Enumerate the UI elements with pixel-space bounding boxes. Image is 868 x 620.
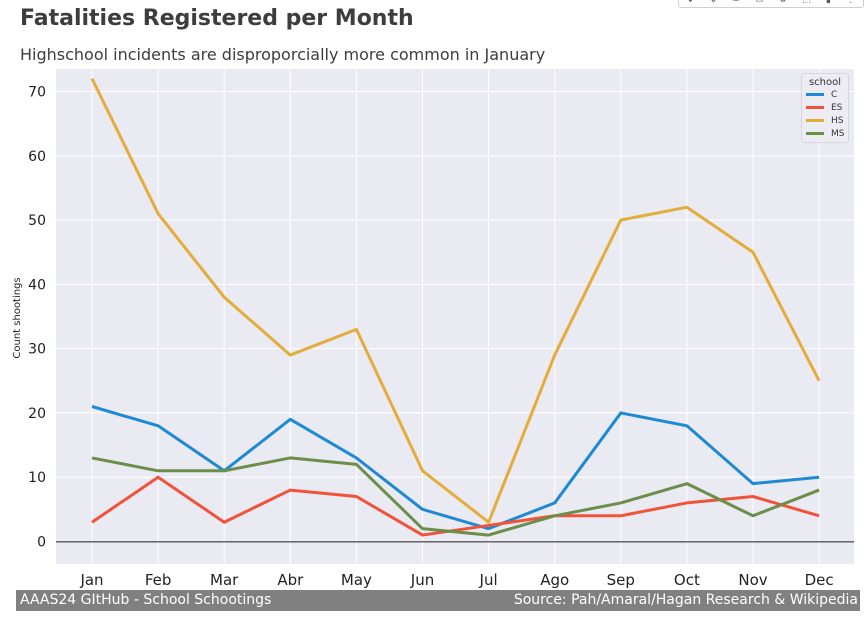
x-tick-label: Jun	[410, 571, 434, 589]
legend-item-hs: HS	[802, 114, 848, 127]
y-tick-label: 0	[37, 535, 46, 551]
settings-icon[interactable]: ⚙	[778, 0, 787, 5]
y-tick-labels: 0 10 20 30 40 50 60 70	[28, 85, 46, 551]
x-tick-label: Mar	[210, 571, 239, 589]
x-tick-label: Jul	[479, 571, 498, 589]
legend-item-es: ES	[802, 101, 848, 114]
footer-bar: AAAS24 GItHub - School Schootings Source…	[16, 590, 860, 611]
chart-subtitle: Highschool incidents are disproporcially…	[20, 45, 546, 64]
x-tick-label: Nov	[738, 571, 767, 589]
legend-label: C	[831, 89, 838, 100]
y-axis-label: Count shootings	[12, 277, 23, 358]
y-tick-label: 20	[28, 406, 46, 422]
legend-item-c: C	[802, 88, 848, 101]
y-tick-label: 50	[28, 213, 46, 229]
x-tick-label: Sep	[607, 571, 635, 589]
legend-label: MS	[831, 128, 845, 139]
legend-title: school	[808, 77, 842, 88]
legend-swatch	[806, 119, 824, 122]
y-tick-label: 60	[28, 149, 46, 165]
x-tick-label: May	[341, 571, 372, 589]
zoom-icon[interactable]: ⇕	[709, 0, 718, 5]
delete-icon[interactable]: ▮	[826, 0, 831, 5]
x-tick-label: Dec	[805, 571, 834, 589]
footer-left-text: AAAS24 GItHub - School Schootings	[20, 592, 272, 608]
legend-label: ES	[831, 102, 843, 113]
y-tick-label: 70	[28, 85, 46, 101]
legend-swatch	[806, 93, 824, 96]
pan-icon[interactable]: ✥	[686, 0, 695, 5]
legend-swatch	[806, 132, 824, 135]
series-line-hs	[90, 77, 821, 524]
x-tick-label: Oct	[674, 571, 700, 589]
chart-legend: school C ES HS MS	[801, 73, 849, 143]
y-tick-label: 10	[28, 470, 46, 486]
plot-area	[56, 69, 854, 564]
y-tick-label: 40	[28, 277, 46, 293]
plot-toolbar: ✥ ⇕ ∞ ▭ ⚙ ⬚ ▮ ⋮	[678, 0, 864, 8]
y-tick-label: 30	[28, 342, 46, 358]
link-icon[interactable]: ∞	[732, 0, 740, 5]
series-line-ms	[91, 456, 820, 537]
series-line-es	[91, 475, 820, 537]
footer-source-text: Source: Pah/Amaral/Hagan Research & Wiki…	[513, 592, 858, 608]
x-tick-label: Feb	[145, 571, 172, 589]
more-icon[interactable]: ⋮	[846, 0, 856, 5]
x-tick-labels: Jan Feb Mar Abr May Jun Jul Ago Sep Oct Nov Dec	[79, 571, 833, 589]
legend-swatch	[806, 106, 824, 109]
x-tick-label: Abr	[277, 571, 304, 589]
comment-icon[interactable]: ▭	[755, 0, 764, 5]
legend-item-ms: MS	[802, 127, 848, 140]
legend-label: HS	[831, 115, 844, 126]
x-tick-label: Ago	[540, 571, 569, 589]
download-icon[interactable]: ⬚	[802, 0, 811, 5]
series-line-c	[91, 405, 820, 531]
x-tick-label: Jan	[79, 571, 103, 589]
chart-title: Fatalities Registered per Month	[20, 6, 414, 31]
series-lines	[90, 77, 821, 537]
